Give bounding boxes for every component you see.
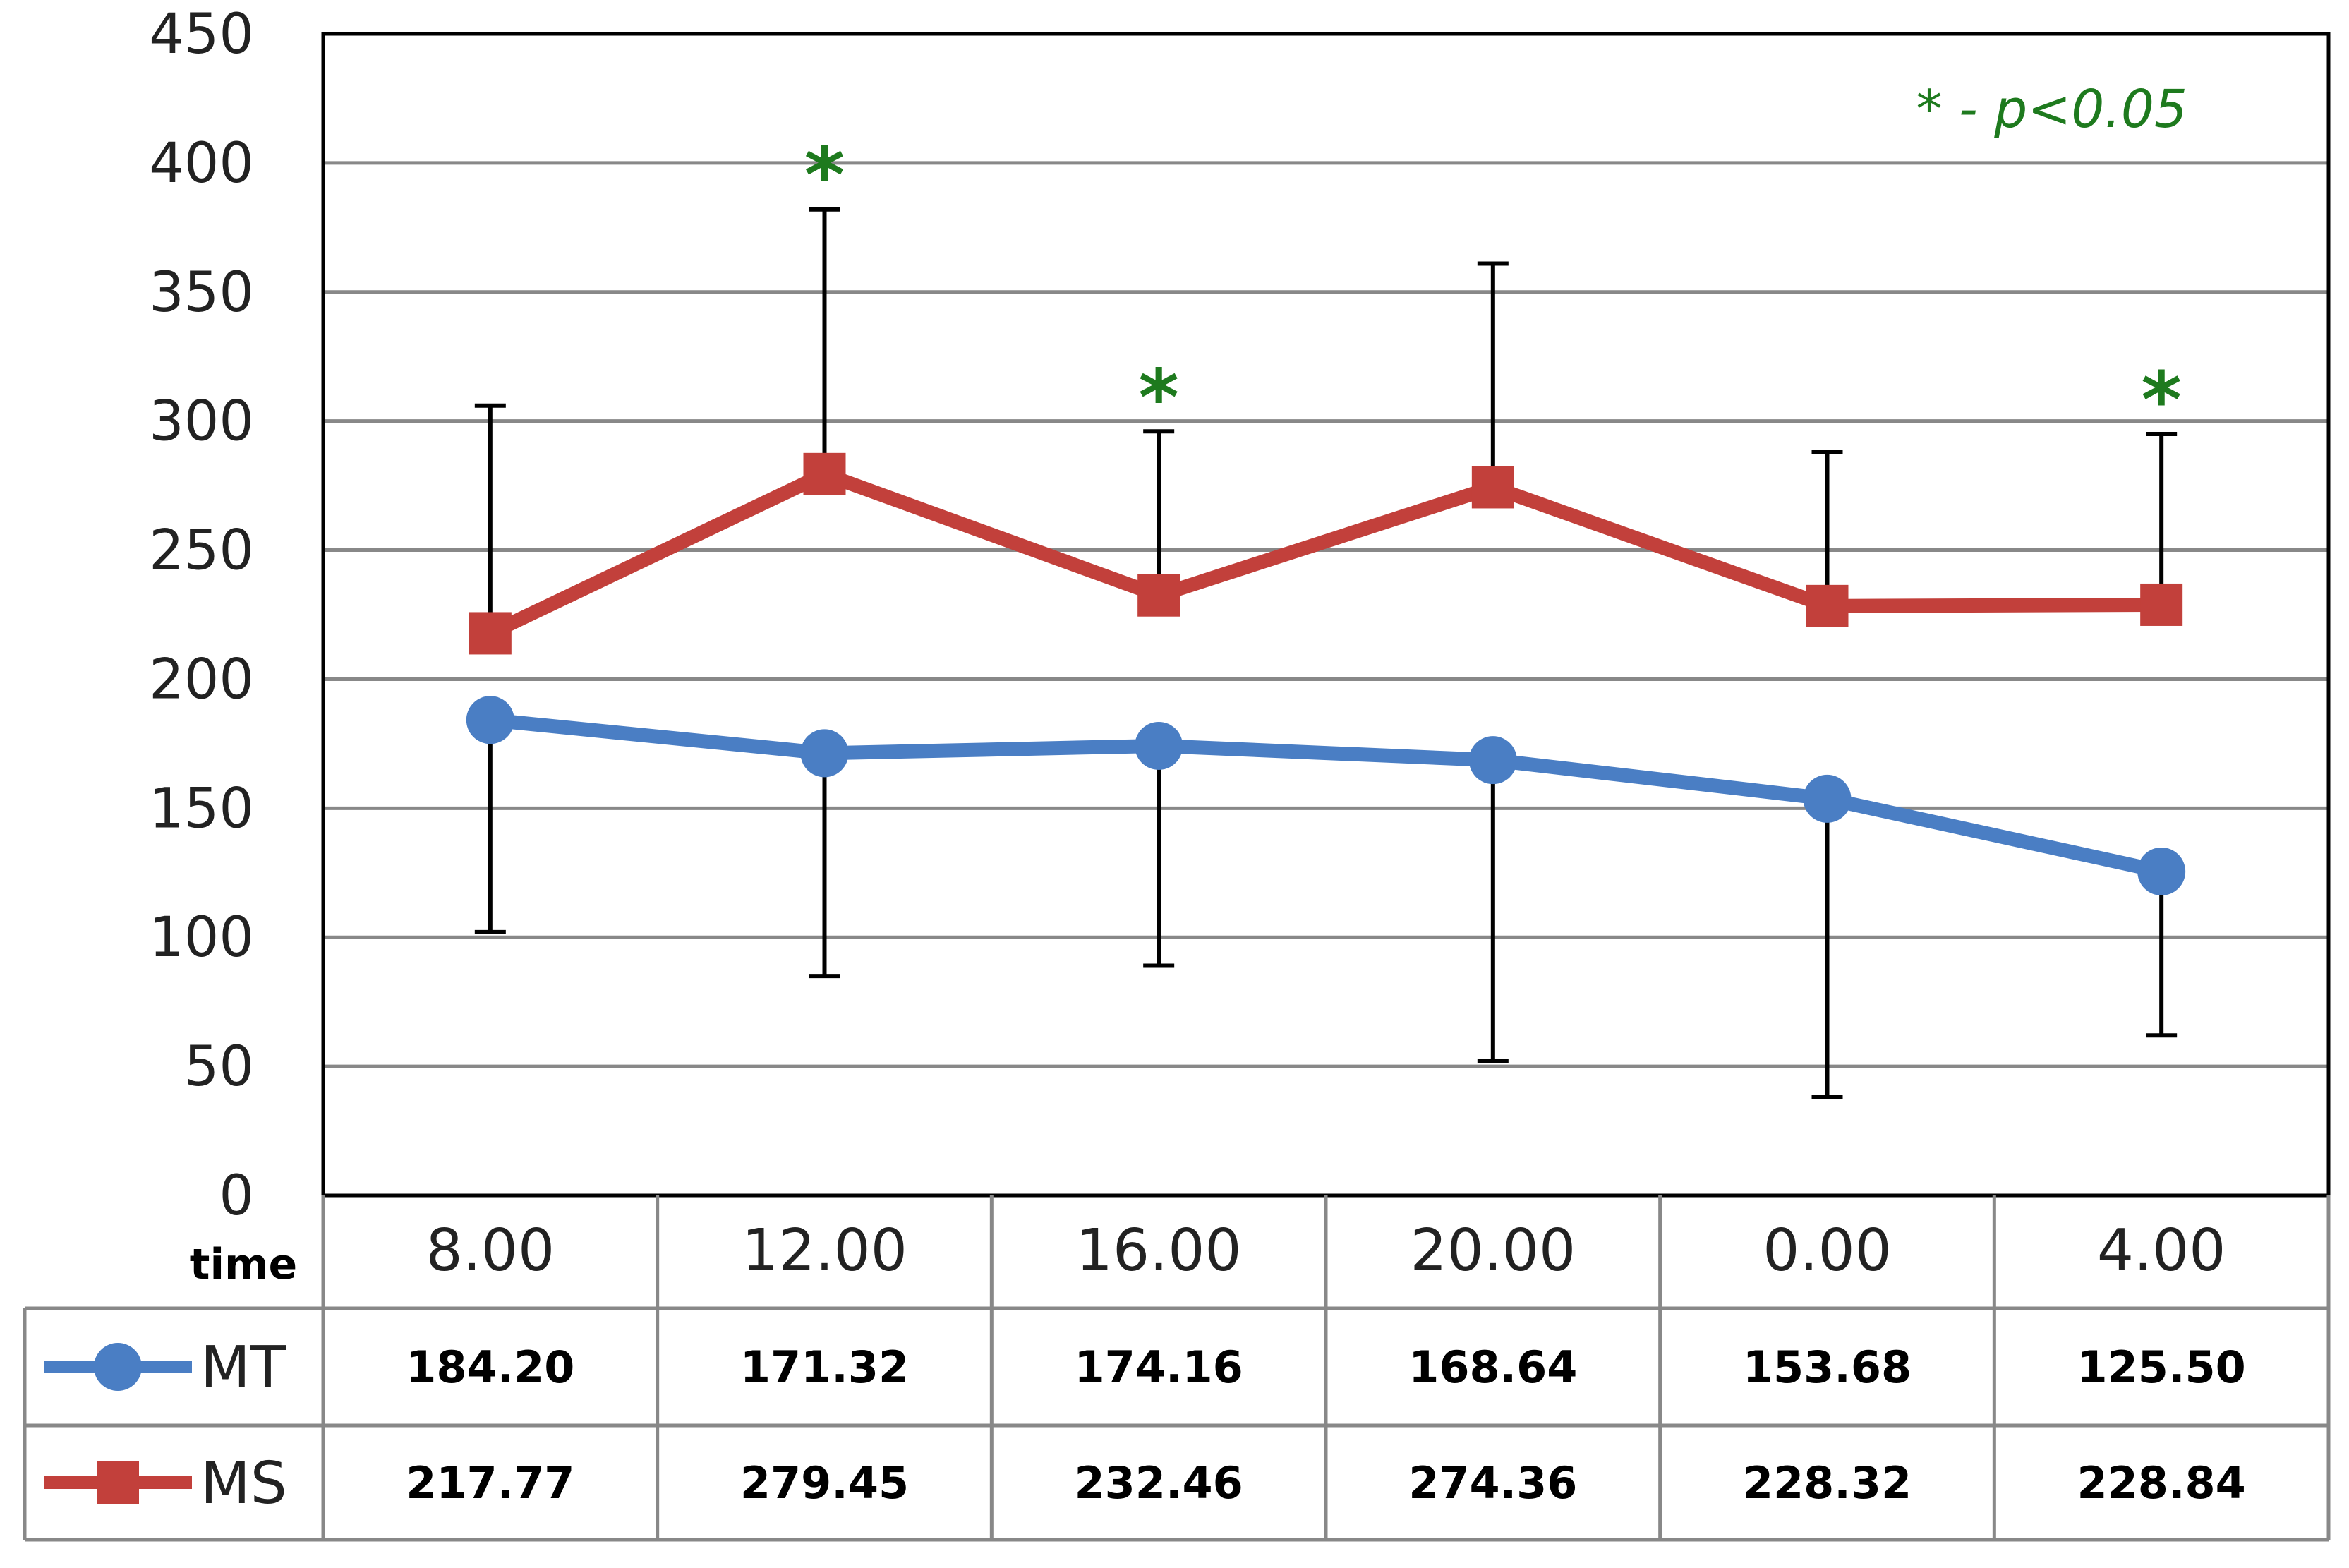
table-value-MS: 228.32 — [1743, 1457, 1912, 1509]
y-tick-label: 100 — [149, 906, 254, 970]
category-label: 4.00 — [2097, 1217, 2226, 1284]
significance-note: * - p<0.05 — [1916, 79, 2188, 140]
plot-frame — [321, 32, 2331, 1198]
y-tick-label: 50 — [184, 1035, 254, 1099]
data-point-MT — [1803, 774, 1852, 823]
table-value-MS: 217.77 — [406, 1457, 574, 1509]
table-value-MT: 125.50 — [2077, 1341, 2246, 1393]
series-line-MT — [489, 713, 2163, 879]
category-label: 8.00 — [426, 1217, 555, 1284]
data-point-MS — [1137, 574, 1180, 617]
data-point-MT — [2137, 847, 2186, 895]
significance-markers: * * * — [804, 131, 2182, 445]
table-value-MT: 184.20 — [406, 1341, 574, 1393]
legend-label-MT: MT — [200, 1334, 286, 1401]
table-value-MS: 274.36 — [1408, 1457, 1577, 1509]
table-value-MT: 168.64 — [1408, 1341, 1577, 1393]
significance-star: * — [1138, 352, 1179, 442]
y-axis-ticks: 0 50 100 150 200 250 300 350 400 450 — [149, 3, 254, 1228]
data-point-MS — [1471, 466, 1514, 509]
data-point-MT — [1468, 736, 1517, 785]
data-point-MS — [803, 452, 846, 495]
table-value-MT: 174.16 — [1075, 1341, 1243, 1393]
y-tick-label: 200 — [149, 648, 254, 711]
table-value-MS: 279.45 — [740, 1457, 909, 1509]
data-table-grid — [23, 1195, 2331, 1542]
y-tick-label: 300 — [149, 390, 254, 454]
series-lines — [487, 466, 2163, 879]
table-legend-keys: MT MS — [44, 1334, 287, 1517]
grid-lines — [323, 32, 2329, 1198]
legend-marker-MS — [97, 1461, 139, 1504]
category-label: 20.00 — [1410, 1217, 1576, 1284]
y-tick-label: 250 — [149, 519, 254, 583]
legend-marker-MT — [94, 1343, 142, 1391]
data-point-MS — [469, 612, 512, 655]
data-point-MT — [466, 696, 514, 744]
series-markers — [466, 452, 2186, 895]
data-point-MT — [1135, 721, 1183, 770]
y-tick-label: 350 — [149, 261, 254, 325]
data-point-MS — [2140, 583, 2183, 626]
data-point-MT — [800, 729, 849, 778]
y-tick-label: 0 — [219, 1164, 254, 1228]
table-value-labels: 184.20 171.32 174.16 168.64 153.68 125.50 217.… — [406, 1341, 2246, 1509]
error-bars — [474, 207, 2178, 1100]
y-tick-label: 150 — [149, 777, 254, 840]
category-label: 16.00 — [1076, 1217, 1242, 1284]
y-tick-label: 400 — [149, 132, 254, 195]
table-header-time: time — [190, 1240, 297, 1289]
category-label: 0.00 — [1763, 1217, 1892, 1284]
category-labels: 8.00 12.00 16.00 20.00 0.00 4.00 — [426, 1217, 2226, 1284]
data-point-MS — [1806, 584, 1849, 627]
table-value-MS: 232.46 — [1075, 1457, 1243, 1509]
table-value-MT: 153.68 — [1743, 1341, 1912, 1393]
category-label: 12.00 — [742, 1217, 907, 1284]
legend-label-MS: MS — [200, 1450, 287, 1517]
table-value-MS: 228.84 — [2077, 1457, 2246, 1509]
series-line-MS — [487, 466, 2162, 640]
y-tick-label: 450 — [149, 3, 254, 66]
significance-star: * — [804, 131, 845, 221]
significance-star: * — [2141, 355, 2182, 445]
table-value-MT: 171.32 — [740, 1341, 909, 1393]
